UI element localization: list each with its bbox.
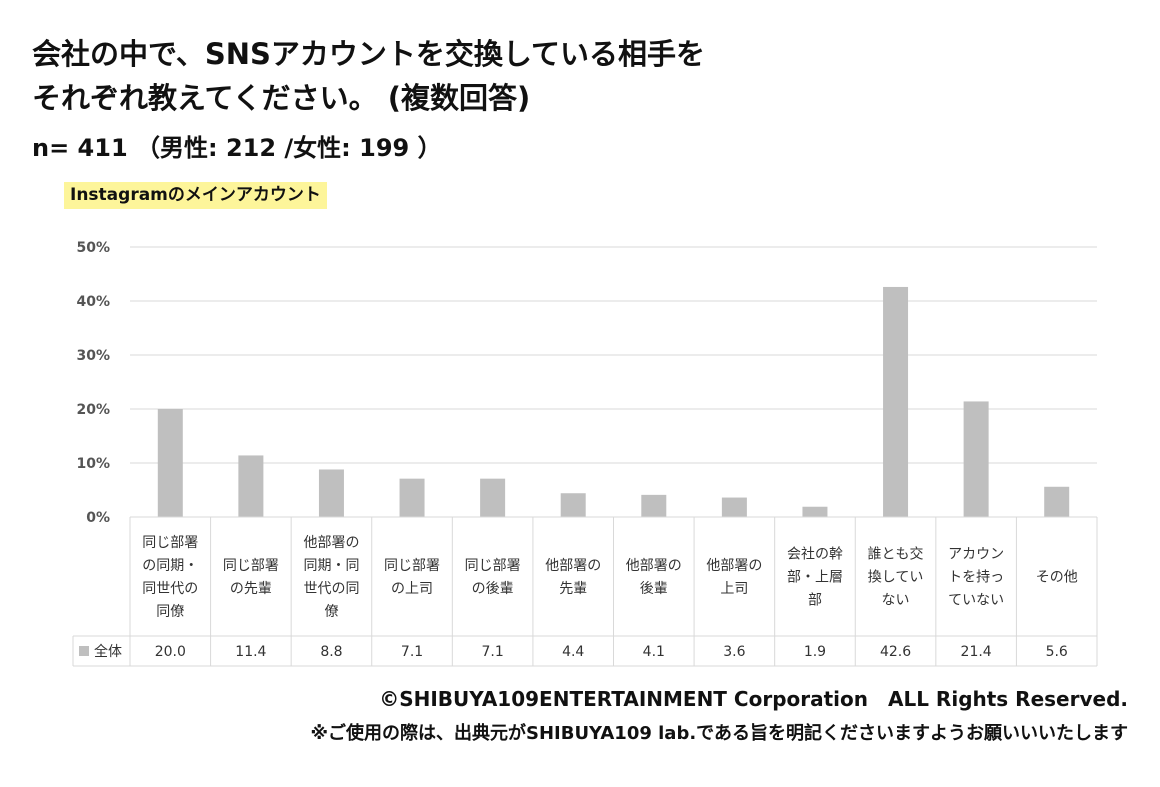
legend-swatch [79, 646, 89, 656]
x-category-label: トを持っ [948, 570, 1004, 586]
data-value-label: 4.4 [562, 644, 584, 660]
x-category-label: の上司 [391, 581, 433, 597]
bar [238, 455, 264, 517]
usage-note: ※ご使用の際は、出典元がSHIBUYA109 lab.である旨を明記くださいます… [310, 723, 1129, 744]
data-value-label: 5.6 [1046, 644, 1068, 660]
x-category-label: 同じ部署 [465, 558, 521, 574]
bar [1044, 486, 1070, 517]
data-table: 同じ部署の同期・同世代の同僚同じ部署の先輩他部署の同期・同世代の同僚同じ部署の上… [72, 516, 1098, 667]
x-category-label: 誰とも交 [868, 546, 924, 563]
x-category-label: アカウン [948, 547, 1004, 563]
x-category-label: 部・上層 [787, 570, 843, 586]
x-category-label: 他部署の [303, 535, 359, 551]
chart-title: 会社の中で、SNSアカウントを交換している相手を それぞれ教えてください。 (複… [32, 32, 705, 120]
bar [318, 469, 344, 517]
x-category-label: 部 [808, 593, 822, 609]
bar [157, 409, 183, 517]
x-category-label: 会社の幹 [787, 546, 843, 563]
x-category-label: 上司 [720, 581, 748, 597]
y-axis-ticks: 0% 10% 20% 30% 40% 50% [76, 240, 110, 526]
x-category-label: の先輩 [230, 581, 272, 597]
copyright: ©SHIBUYA109ENTERTAINMENT Corporation ALL… [379, 687, 1128, 711]
x-category-label: ていない [948, 593, 1004, 609]
data-value-label: 1.9 [804, 644, 826, 660]
data-value-label: 3.6 [723, 644, 745, 660]
bar [399, 478, 425, 517]
chart-subtitle: Instagramのメインアカウント [64, 182, 327, 209]
x-category-label: 換してい [868, 570, 924, 586]
data-value-label: 42.6 [880, 644, 911, 660]
bar [963, 401, 989, 517]
data-value-label: 8.8 [320, 644, 342, 660]
x-category-label: の同期・ [142, 558, 198, 574]
x-category-label: ない [882, 593, 910, 609]
data-value-label: 21.4 [961, 644, 992, 660]
data-value-label: 7.1 [401, 644, 423, 660]
data-value-label: 7.1 [481, 644, 503, 660]
bars [157, 286, 1070, 517]
chart-title-line-1: 会社の中で、SNSアカウントを交換している相手を [32, 37, 706, 71]
y-tick-label: 30% [76, 348, 110, 364]
x-category-label: 他部署の [545, 558, 601, 574]
x-category-label: 同じ部署 [223, 558, 279, 574]
x-category-label: 他部署の [706, 558, 762, 574]
x-category-label: 同期・同 [303, 558, 359, 574]
x-category-label: 他部署の [626, 558, 682, 574]
x-category-label: 世代の同 [303, 581, 359, 597]
x-category-label: 先輩 [559, 581, 587, 597]
y-tick-label: 50% [76, 240, 110, 256]
y-tick-label: 10% [76, 456, 110, 472]
x-category-label: 同僚 [156, 604, 184, 620]
bar [721, 497, 747, 517]
data-value-label: 4.1 [643, 644, 665, 660]
data-value-label: 11.4 [235, 644, 266, 660]
x-category-label: 同世代の [142, 581, 198, 597]
x-category-label: 僚 [324, 604, 338, 620]
gridlines [130, 246, 1097, 464]
legend-label: 全体 [94, 643, 122, 660]
bar [802, 506, 828, 517]
bar [480, 478, 506, 517]
x-category-label: その他 [1036, 570, 1078, 586]
chart-title-line-2: それぞれ教えてください。 (複数回答) [32, 81, 531, 115]
y-tick-label: 0% [86, 510, 110, 526]
x-category-label: 同じ部署 [384, 558, 440, 574]
data-value-label: 20.0 [155, 644, 186, 660]
x-category-label: 同じ部署 [142, 535, 198, 551]
x-category-label: の後輩 [472, 581, 514, 597]
x-category-label: 後輩 [640, 581, 668, 597]
sample-size: n= 411 （男性: 212 /女性: 199 ） [32, 134, 442, 162]
bar [560, 493, 586, 517]
y-tick-label: 20% [76, 402, 110, 418]
bar [641, 494, 667, 517]
y-tick-label: 40% [76, 294, 110, 310]
bar [883, 286, 909, 517]
